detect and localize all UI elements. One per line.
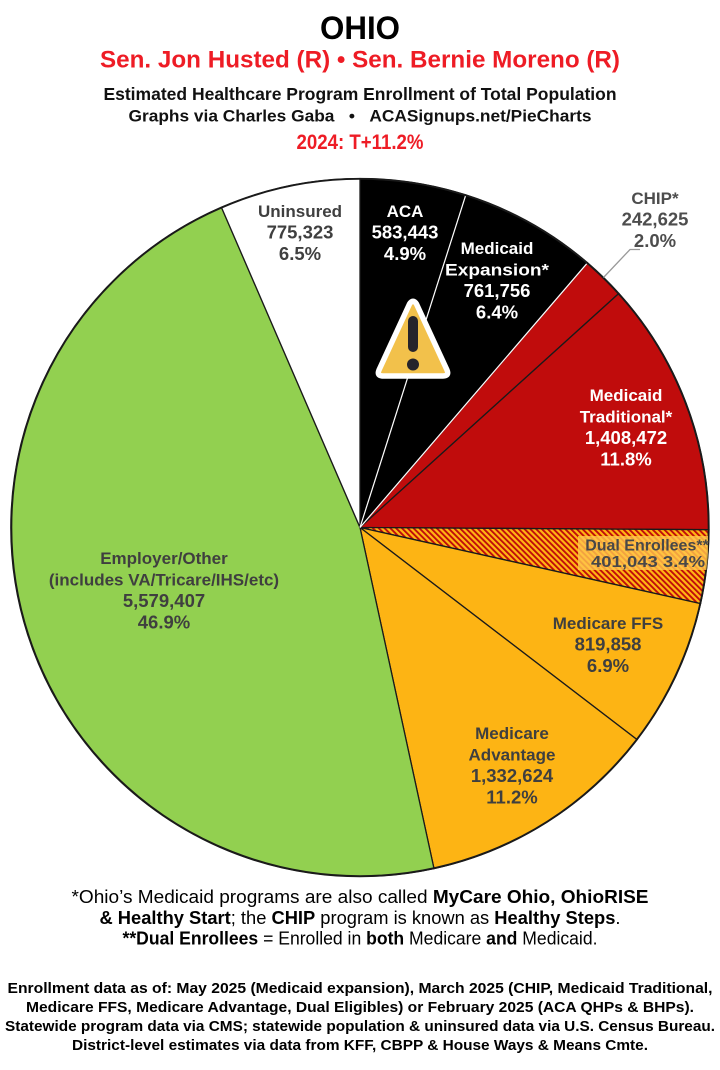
svg-text:CHIP*: CHIP* <box>631 189 679 208</box>
svg-text:Medicaid: Medicaid <box>590 386 663 405</box>
svg-text:6.5%: 6.5% <box>279 243 321 264</box>
svg-text:Uninsured: Uninsured <box>258 202 342 221</box>
svg-text:**Dual Enrollees = Enrolled in: **Dual Enrollees = Enrolled in both Medi… <box>123 929 598 949</box>
svg-text:775,323: 775,323 <box>267 222 334 243</box>
svg-text:Sen. Jon Husted (R) • Sen. Ber: Sen. Jon Husted (R) • Sen. Bernie Moreno… <box>100 47 620 74</box>
svg-text:819,858: 819,858 <box>575 634 642 655</box>
svg-text:46.9%: 46.9% <box>138 612 190 633</box>
svg-text:6.4%: 6.4% <box>476 302 518 323</box>
svg-text:2.0%: 2.0% <box>634 230 676 251</box>
svg-text:1,408,472: 1,408,472 <box>585 427 667 448</box>
svg-text:242,625: 242,625 <box>622 209 689 230</box>
svg-text:1,332,624: 1,332,624 <box>471 765 554 786</box>
svg-text:11.2%: 11.2% <box>486 787 537 808</box>
svg-text:Enrollment data as of: May 202: Enrollment data as of: May 2025 (Medicai… <box>8 980 713 997</box>
svg-text:Medicare FFS, Medicare Advanta: Medicare FFS, Medicare Advantage, Dual E… <box>26 999 694 1016</box>
svg-text:Medicare: Medicare <box>475 724 549 743</box>
svg-text:Traditional*: Traditional* <box>580 408 673 427</box>
svg-text:5,579,407: 5,579,407 <box>123 590 205 611</box>
svg-text:4.9%: 4.9% <box>384 243 426 264</box>
svg-text:401,043 3.4%: 401,043 3.4% <box>591 554 705 571</box>
svg-text:Estimated Healthcare Program E: Estimated Healthcare Program Enrollment … <box>103 84 616 104</box>
svg-text:11.8%: 11.8% <box>600 449 651 470</box>
svg-text:OHIO: OHIO <box>320 10 400 46</box>
svg-text:Expansion*: Expansion* <box>445 261 549 280</box>
svg-text:Medicaid: Medicaid <box>461 239 534 258</box>
svg-text:(includes VA/Tricare/IHS/etc): (includes VA/Tricare/IHS/etc) <box>49 571 279 590</box>
svg-text:Advantage: Advantage <box>469 746 556 765</box>
svg-text:Employer/Other: Employer/Other <box>100 549 228 568</box>
svg-text:District-level estimates via d: District-level estimates via data from K… <box>72 1037 648 1054</box>
svg-text:Medicare FFS: Medicare FFS <box>553 614 664 633</box>
svg-text:583,443: 583,443 <box>372 222 439 243</box>
svg-text:Graphs via Charles Gaba •: Graphs via Charles Gaba • ACASignups.net… <box>129 107 592 126</box>
svg-text:& Healthy Start; the CHIP prog: & Healthy Start; the CHIP program is kno… <box>100 908 621 928</box>
svg-text:ACA: ACA <box>387 202 424 221</box>
svg-text:761,756: 761,756 <box>464 280 531 301</box>
svg-text:2024: T+11.2%: 2024: T+11.2% <box>297 131 424 154</box>
svg-text:*Ohio’s Medicaid programs are: *Ohio’s Medicaid programs are also calle… <box>72 887 649 907</box>
svg-text:Statewide program data via CMS: Statewide program data via CMS; statewid… <box>5 1018 715 1035</box>
svg-text:6.9%: 6.9% <box>587 655 629 676</box>
svg-text:Dual Enrollees**: Dual Enrollees** <box>585 538 709 555</box>
